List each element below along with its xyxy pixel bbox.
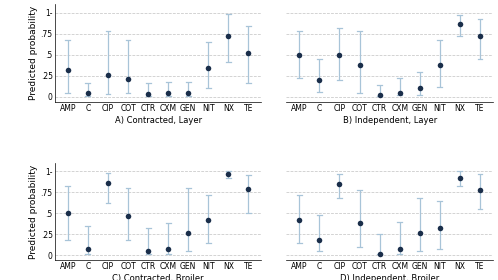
Point bbox=[456, 21, 464, 26]
Point bbox=[375, 93, 383, 97]
Point bbox=[104, 73, 112, 77]
Point bbox=[144, 249, 152, 253]
X-axis label: B) Independent, Layer: B) Independent, Layer bbox=[343, 116, 437, 125]
Point bbox=[396, 246, 404, 251]
Point bbox=[336, 181, 344, 186]
Point bbox=[356, 63, 364, 67]
Point bbox=[245, 186, 252, 191]
Point bbox=[476, 34, 484, 38]
Point bbox=[225, 34, 233, 38]
Point bbox=[164, 246, 172, 251]
Point bbox=[456, 176, 464, 180]
Point bbox=[124, 77, 132, 81]
Point bbox=[184, 230, 192, 235]
Point bbox=[375, 251, 383, 256]
X-axis label: C) Contracted, Broiler: C) Contracted, Broiler bbox=[113, 274, 204, 280]
Point bbox=[225, 171, 233, 176]
Point bbox=[336, 53, 344, 57]
Point bbox=[144, 91, 152, 96]
Point bbox=[245, 51, 252, 55]
Point bbox=[124, 213, 132, 218]
Point bbox=[396, 90, 404, 95]
Point bbox=[204, 218, 212, 222]
X-axis label: D) Independent, Broiler: D) Independent, Broiler bbox=[340, 274, 439, 280]
Y-axis label: Predicted probability: Predicted probability bbox=[29, 164, 38, 259]
Point bbox=[64, 68, 72, 72]
Point bbox=[356, 221, 364, 226]
Point bbox=[295, 218, 303, 222]
X-axis label: A) Contracted, Layer: A) Contracted, Layer bbox=[115, 116, 202, 125]
Point bbox=[64, 211, 72, 215]
Y-axis label: Predicted probability: Predicted probability bbox=[29, 6, 38, 100]
Point bbox=[416, 86, 424, 91]
Point bbox=[416, 230, 424, 235]
Point bbox=[436, 226, 444, 231]
Point bbox=[184, 90, 192, 95]
Point bbox=[84, 90, 92, 95]
Point bbox=[164, 90, 172, 95]
Point bbox=[436, 63, 444, 67]
Point bbox=[315, 238, 323, 242]
Point bbox=[204, 66, 212, 71]
Point bbox=[315, 78, 323, 82]
Point bbox=[84, 246, 92, 251]
Point bbox=[295, 53, 303, 57]
Point bbox=[476, 187, 484, 192]
Point bbox=[104, 181, 112, 185]
